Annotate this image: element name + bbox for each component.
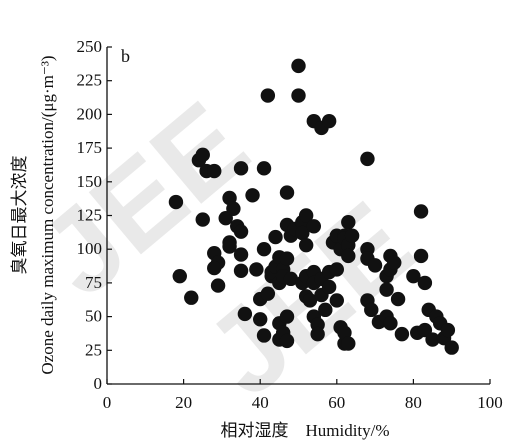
scatter-point bbox=[233, 161, 249, 176]
scatter-point bbox=[413, 248, 429, 264]
scatter-point bbox=[344, 228, 360, 243]
scatter-point bbox=[233, 224, 249, 239]
scatter-point bbox=[318, 302, 333, 318]
axes: 0 25 50 75 100 125 150 175 200 225 250 0 20 40 60 80 100 bbox=[77, 37, 503, 412]
scatter-point bbox=[440, 322, 456, 338]
scatter-point bbox=[329, 293, 344, 308]
x-tick-label: 0 bbox=[103, 393, 112, 412]
scatter-point bbox=[249, 262, 264, 277]
scatter-point bbox=[383, 316, 398, 331]
y-tick-label: 75 bbox=[85, 273, 102, 292]
x-tick-label: 40 bbox=[252, 393, 269, 412]
scatter-point bbox=[367, 258, 383, 273]
scatter-point bbox=[184, 290, 199, 305]
y-tick-label: 200 bbox=[77, 104, 103, 123]
scatter-point bbox=[321, 113, 337, 129]
x-tick-label: 20 bbox=[175, 393, 192, 412]
y-tick-label: 25 bbox=[85, 340, 102, 359]
scatter-point bbox=[425, 332, 440, 347]
scatter-point bbox=[279, 333, 295, 349]
scatter-point bbox=[390, 291, 406, 307]
scatter-point bbox=[233, 247, 249, 262]
scatter-point bbox=[298, 237, 314, 253]
scatter-point bbox=[279, 185, 295, 200]
scatter-point bbox=[329, 262, 344, 277]
scatter-point bbox=[291, 58, 306, 74]
scatter-point bbox=[253, 312, 268, 327]
scatter-point bbox=[295, 225, 310, 241]
scatter-point bbox=[321, 279, 337, 295]
scatter-point bbox=[256, 328, 272, 343]
scatter-point bbox=[207, 163, 222, 179]
y-tick-label: 50 bbox=[85, 307, 102, 326]
scatter-point bbox=[226, 201, 241, 216]
scatter-point bbox=[168, 194, 184, 210]
y-axis-title-cn: 臭氧日最大浓度 bbox=[10, 156, 29, 275]
panel-label: b bbox=[121, 46, 130, 66]
y-tick-label: 100 bbox=[77, 239, 103, 258]
x-tick-label: 100 bbox=[477, 393, 503, 412]
scatter-point bbox=[207, 260, 222, 276]
scatter-point bbox=[245, 188, 260, 203]
scatter-point bbox=[268, 229, 283, 245]
x-axis-title: 相对湿度 Humidity/% bbox=[220, 421, 389, 440]
scatter-point bbox=[364, 302, 379, 318]
y-tick-label: 250 bbox=[77, 37, 103, 56]
scatter-point bbox=[283, 271, 299, 287]
scatter-point bbox=[306, 219, 322, 234]
scatter-point bbox=[302, 293, 318, 308]
scatter-point bbox=[210, 278, 226, 293]
labels: b 相对湿度 Humidity/% 臭氧日最大浓度 Ozone daily ma… bbox=[10, 46, 390, 440]
scatter-point bbox=[413, 204, 429, 219]
scatter-point bbox=[222, 239, 237, 254]
y-tick-label: 150 bbox=[77, 172, 103, 191]
scatter-point bbox=[417, 275, 433, 291]
scatter-point bbox=[298, 208, 314, 223]
scatter-point bbox=[195, 212, 210, 227]
x-tick-label: 80 bbox=[405, 393, 422, 412]
scatter-point bbox=[394, 326, 410, 342]
y-axis-title-en: Ozone daily maximum concentration/(μg·m⁻… bbox=[38, 55, 57, 374]
scatter-point bbox=[172, 268, 187, 284]
scatter-point bbox=[360, 151, 375, 167]
y-tick-label: 0 bbox=[94, 374, 103, 393]
scatter-point bbox=[260, 88, 276, 103]
scatter-point bbox=[233, 263, 249, 278]
y-tick-label: 175 bbox=[77, 138, 103, 157]
scatter-point bbox=[256, 161, 272, 176]
scatter-point bbox=[279, 251, 295, 266]
y-tick-label: 125 bbox=[77, 206, 103, 225]
scatter-point bbox=[260, 286, 276, 301]
scatter-point bbox=[279, 309, 295, 324]
scatter-point bbox=[291, 88, 306, 103]
scatter-point bbox=[406, 268, 421, 284]
scatter-point bbox=[379, 282, 394, 297]
scatter-point bbox=[310, 326, 325, 342]
scatter-point bbox=[341, 336, 356, 351]
scatter-point bbox=[341, 215, 356, 230]
y-tick-label: 225 bbox=[77, 71, 103, 90]
data-points bbox=[168, 58, 459, 355]
scatter-point bbox=[256, 242, 272, 257]
scatter-point bbox=[387, 255, 402, 270]
scatter-point bbox=[341, 248, 356, 264]
scatter-point bbox=[444, 340, 459, 355]
scatter-point bbox=[195, 147, 210, 163]
scatter-point bbox=[237, 306, 253, 322]
x-tick-label: 60 bbox=[328, 393, 345, 412]
